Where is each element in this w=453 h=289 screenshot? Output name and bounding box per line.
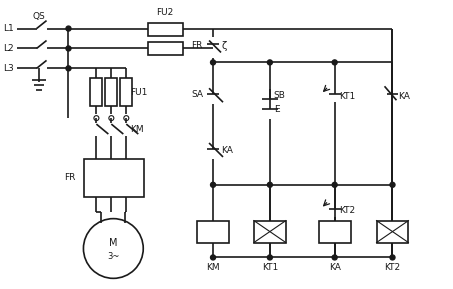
Circle shape xyxy=(211,60,216,65)
Text: KT1: KT1 xyxy=(262,263,278,272)
Bar xyxy=(319,221,351,242)
Circle shape xyxy=(66,46,71,51)
Text: 3: 3 xyxy=(91,171,96,181)
Text: FU2: FU2 xyxy=(157,8,174,17)
Bar xyxy=(148,23,183,36)
Text: KA: KA xyxy=(399,92,410,101)
Text: ζ: ζ xyxy=(221,42,226,51)
Text: KT2: KT2 xyxy=(339,206,355,215)
Text: L3: L3 xyxy=(3,64,14,73)
Text: FU1: FU1 xyxy=(130,88,148,97)
Text: E: E xyxy=(274,105,280,114)
Circle shape xyxy=(211,182,216,187)
Bar xyxy=(84,159,144,197)
Bar xyxy=(148,42,183,55)
Text: SB: SB xyxy=(274,91,286,100)
Text: M: M xyxy=(109,238,118,247)
Text: KT1: KT1 xyxy=(339,92,355,101)
Circle shape xyxy=(332,182,337,187)
Circle shape xyxy=(332,255,337,260)
Text: L2: L2 xyxy=(3,44,13,53)
Text: QS: QS xyxy=(33,12,45,21)
Circle shape xyxy=(66,26,71,31)
Text: KM: KM xyxy=(130,125,144,134)
Circle shape xyxy=(332,60,337,65)
Text: KA: KA xyxy=(221,147,233,155)
Bar xyxy=(254,221,286,242)
Circle shape xyxy=(390,255,395,260)
Circle shape xyxy=(267,60,272,65)
Circle shape xyxy=(267,182,272,187)
Circle shape xyxy=(390,182,395,187)
Circle shape xyxy=(66,66,71,71)
Text: FR: FR xyxy=(191,41,202,50)
Bar xyxy=(106,78,117,106)
Text: KA: KA xyxy=(329,263,341,272)
Bar xyxy=(91,78,102,106)
Text: KT2: KT2 xyxy=(385,263,400,272)
Bar xyxy=(197,221,229,242)
Text: 3~: 3~ xyxy=(107,252,120,261)
Text: FR: FR xyxy=(64,173,76,182)
Text: L1: L1 xyxy=(3,24,14,33)
Text: KM: KM xyxy=(206,263,220,272)
Circle shape xyxy=(267,255,272,260)
Bar xyxy=(120,78,132,106)
Bar xyxy=(376,221,409,242)
Circle shape xyxy=(211,255,216,260)
Text: SA: SA xyxy=(191,90,203,99)
